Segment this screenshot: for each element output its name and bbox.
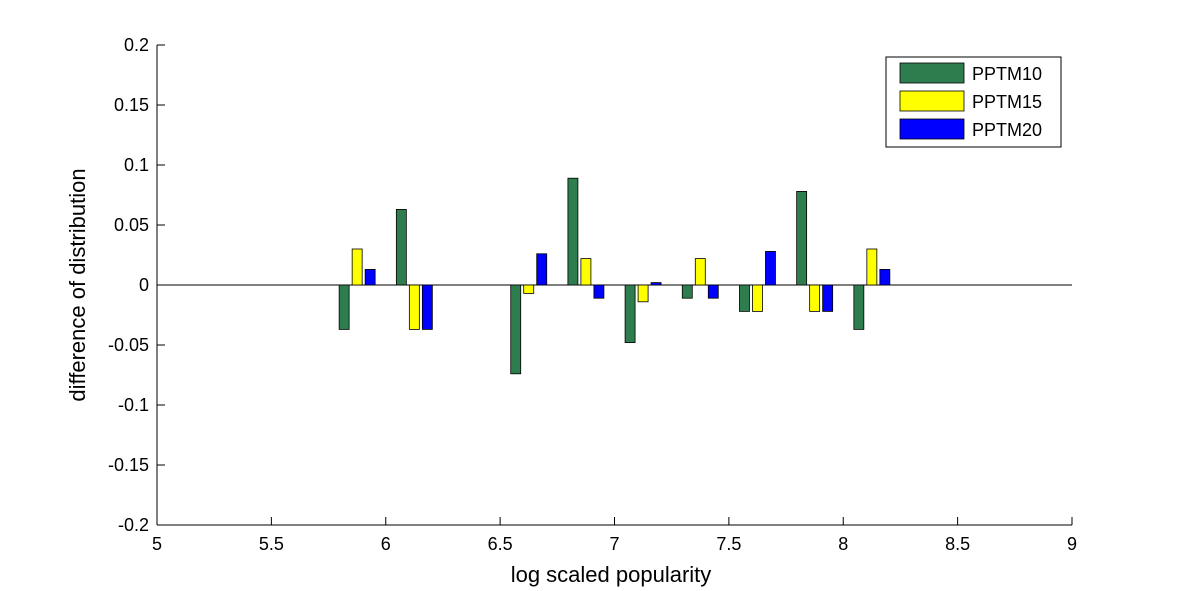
bar-pptm15 [866,248,878,286]
bar-pptm10 [338,284,350,330]
x-tick-label: 6 [381,534,391,554]
bar-pptm10 [567,177,579,286]
y-axis-title: difference of distribution [65,168,90,401]
bar-pptm20 [364,268,376,286]
y-tick-label: 0.05 [114,215,149,235]
bar-pptm15 [523,284,535,294]
bar-pptm20 [879,268,891,286]
bar-pptm15 [580,258,592,286]
legend-label: PPTM10 [972,64,1042,84]
bar-pptm20 [536,253,548,286]
y-tick-label: 0.2 [124,35,149,55]
x-tick-label: 8.5 [945,534,970,554]
bar-pptm10 [796,190,808,286]
x-tick-label: 5 [152,534,162,554]
x-tick-label: 7.5 [716,534,741,554]
legend-label: PPTM15 [972,92,1042,112]
x-axis-title: log scaled popularity [511,562,712,587]
bar-pptm15 [408,284,420,330]
bar-pptm10 [739,284,750,312]
x-tick-label: 5.5 [259,534,284,554]
axes-group: -0.2 -0.15 -0.1 -0.05 0 0.05 0.1 0.15 0.2 5 5.5 6 6.… [108,35,1077,554]
bar-pptm20 [765,250,776,286]
y-tick-label: -0.05 [108,335,149,355]
bar-pptm20 [707,284,719,299]
y-tick-label: 0.1 [124,155,149,175]
bar-pptm20 [822,284,834,312]
bar-pptm20 [650,282,662,286]
bar-pptm15 [752,284,763,312]
bar-pptm20 [593,284,605,299]
y-tick-label: -0.2 [118,515,149,535]
y-tick-label: 0.15 [114,95,149,115]
legend-swatch [899,118,965,140]
x-tick-label: 6.5 [488,534,513,554]
y-tick-label: 0 [139,275,149,295]
legend-swatch [899,62,965,84]
x-tick-label: 7 [609,534,619,554]
bar-pptm10 [681,284,693,299]
bar-pptm10 [395,208,407,286]
bar-pptm15 [809,284,821,312]
bar-pptm15 [351,248,363,286]
y-tick-label: -0.1 [118,395,149,415]
legend: PPTM10 PPTM15 PPTM20 [885,56,1062,148]
legend-label: PPTM20 [972,120,1042,140]
x-tick-label: 9 [1067,534,1077,554]
bar-pptm15 [637,284,649,303]
bar-pptm20 [421,284,433,330]
x-tick-label: 8 [838,534,848,554]
bar-pptm10 [510,284,522,375]
y-tick-label: -0.15 [108,455,149,475]
bar-pptm15 [694,258,706,286]
bars-group [338,177,891,375]
bar-pptm10 [853,284,865,330]
bar-pptm10 [624,284,636,343]
legend-swatch [899,90,965,112]
